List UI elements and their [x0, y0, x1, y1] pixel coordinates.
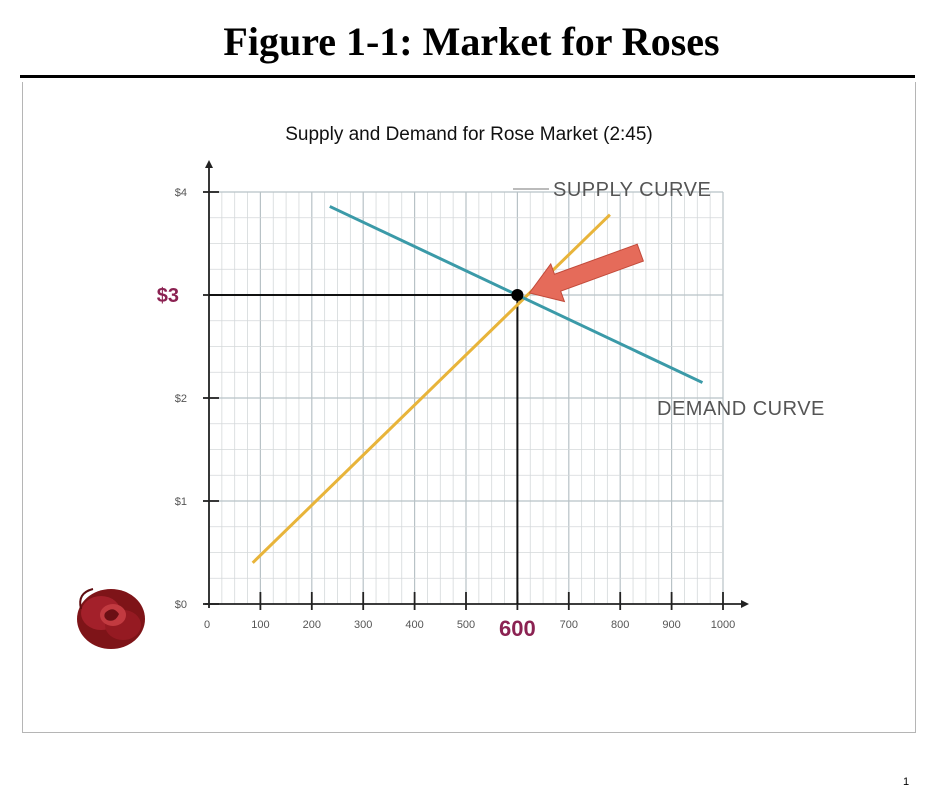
demand-curve-label: DEMAND CURVE: [657, 398, 825, 420]
equilibrium-quantity-label: 600: [499, 616, 536, 641]
chart-title: Supply and Demand for Rose Market (2:45): [285, 124, 653, 145]
y-tick-label: $4: [175, 187, 187, 199]
x-tick-label: 700: [560, 619, 578, 631]
x-tick-label: 400: [405, 619, 423, 631]
pointer-arrow-icon: [528, 243, 645, 303]
page-title: Figure 1-1: Market for Roses: [223, 19, 720, 64]
x-tick-label: 0: [204, 619, 210, 631]
y-tick-label: $2: [175, 393, 187, 405]
x-tick-label: 900: [662, 619, 680, 631]
chart-grid: [208, 191, 724, 605]
x-tick-label: 100: [251, 619, 269, 631]
supply-demand-chart: Supply and Demand for Rose Market (2:45)…: [77, 124, 825, 649]
x-tick-label: 1000: [711, 619, 735, 631]
pointer-arrow-shape: [528, 243, 645, 303]
title-rule: [20, 75, 915, 78]
rose-edge: [79, 588, 94, 610]
chart-slide: Supply and Demand for Rose Market (2:45)…: [22, 82, 916, 788]
page-number: 1: [903, 776, 910, 788]
x-tick-label: 800: [611, 619, 629, 631]
x-tick-label: 500: [457, 619, 475, 631]
rose-center: [104, 609, 119, 621]
x-tick-label: 300: [354, 619, 372, 631]
y-tick-label: $1: [175, 496, 187, 508]
y-tick-label: $0: [175, 599, 187, 611]
equilibrium-point: [511, 289, 524, 301]
rose-image: [77, 588, 145, 649]
y-axis-arrow-icon: [205, 160, 213, 168]
x-tick-label: 200: [303, 619, 321, 631]
x-axis-arrow-icon: [741, 600, 749, 608]
equilibrium-price-label: $3: [157, 285, 179, 307]
supply-curve-label: SUPPLY CURVE: [553, 179, 711, 201]
